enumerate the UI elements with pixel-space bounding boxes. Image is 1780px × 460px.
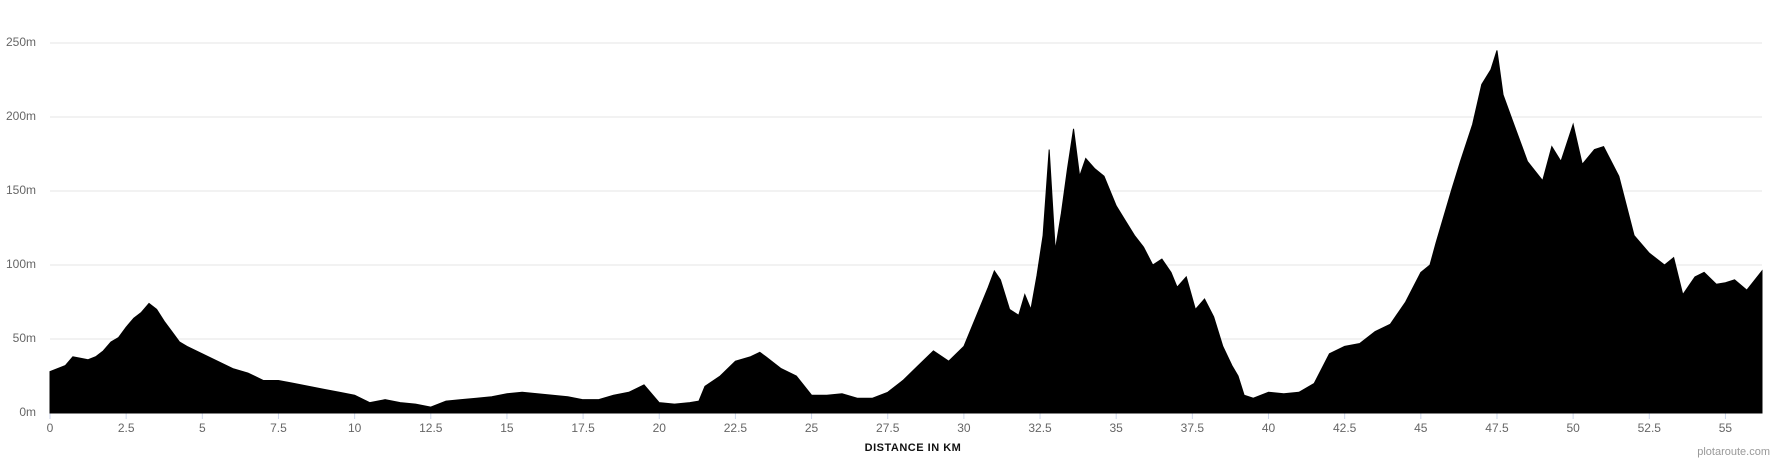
x-tick-label: 35 — [1110, 421, 1124, 435]
x-tick-label: 55 — [1719, 421, 1733, 435]
credit: plotaroute.com — [1697, 446, 1770, 458]
elevation-area — [49, 50, 1763, 414]
x-tick-label: 0 — [47, 421, 54, 435]
x-tick-label: 50 — [1566, 421, 1580, 435]
x-tick-label: 2.5 — [118, 421, 135, 435]
x-tick-label: 47.5 — [1485, 421, 1509, 435]
x-tick-label: 45 — [1414, 421, 1428, 435]
x-tick-label: 20 — [653, 421, 667, 435]
x-tick-label: 37.5 — [1181, 421, 1205, 435]
x-tick-label: 22.5 — [724, 421, 748, 435]
x-tick-label: 17.5 — [571, 421, 595, 435]
x-tick-label: 30 — [957, 421, 971, 435]
x-tick-label: 15 — [500, 421, 514, 435]
y-tick-label: 0m — [19, 405, 36, 419]
x-tick-label: 42.5 — [1333, 421, 1357, 435]
x-tick-label: 52.5 — [1638, 421, 1662, 435]
y-tick-label: 150m — [6, 183, 36, 197]
y-tick-label: 100m — [6, 257, 36, 271]
x-tick-label: 32.5 — [1028, 421, 1052, 435]
x-tick-label: 12.5 — [419, 421, 443, 435]
x-tick-label: 5 — [199, 421, 206, 435]
y-tick-label: 200m — [6, 109, 36, 123]
x-axis-label: DISTANCE IN KM — [865, 442, 962, 454]
x-tick-label: 27.5 — [876, 421, 900, 435]
x-tick-label: 10 — [348, 421, 362, 435]
x-tick-label: 25 — [805, 421, 819, 435]
x-tick-label: 7.5 — [270, 421, 287, 435]
x-tick-label: 40 — [1262, 421, 1276, 435]
y-tick-label: 50m — [13, 331, 36, 345]
y-tick-label: 250m — [6, 35, 36, 49]
